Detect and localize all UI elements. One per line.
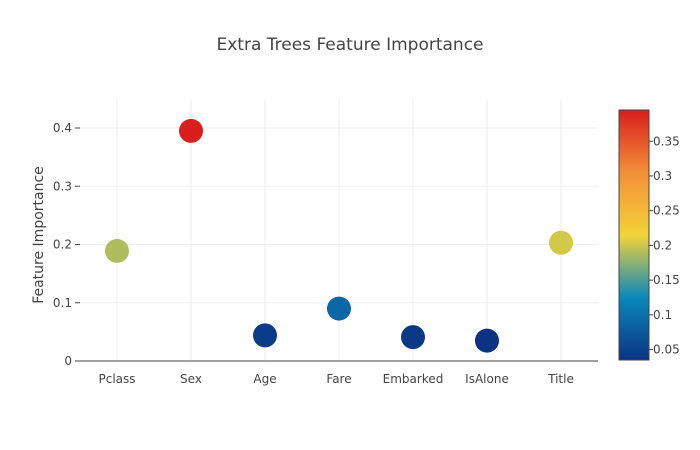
y-tick-label: 0.2 <box>53 238 72 252</box>
x-tick-label: Embarked <box>383 372 444 386</box>
colorbar: 0.05 0.1 0.15 0.2 0.25 0.3 0.35 <box>618 109 680 361</box>
colorbar-tick-label: 0.3 <box>653 169 672 183</box>
y-tick-label: 0.1 <box>53 296 72 310</box>
data-point-age[interactable] <box>253 323 277 348</box>
grid-layer <box>80 100 598 361</box>
colorbar-fill <box>618 109 650 361</box>
colorbar-tick-label: 0.05 <box>653 343 680 357</box>
data-point-pclass[interactable] <box>105 238 129 263</box>
y-tick-label: 0.4 <box>53 121 72 135</box>
y-tick-label: 0 <box>64 354 72 368</box>
points-layer <box>105 118 573 353</box>
colorbar-tick-label: 0.35 <box>653 134 680 148</box>
x-tick-label: Sex <box>180 372 202 386</box>
data-point-sex[interactable] <box>179 118 203 143</box>
colorbar-tick-label: 0.25 <box>653 204 680 218</box>
colorbar-tick-label: 0.15 <box>653 273 680 287</box>
chart-title: Extra Trees Feature Importance <box>216 35 483 55</box>
colorbar-tick-label: 0.1 <box>653 308 672 322</box>
data-point-title[interactable] <box>549 230 573 255</box>
x-tick-label: Fare <box>326 372 351 386</box>
x-tick-label: Pclass <box>98 372 135 386</box>
data-point-fare[interactable] <box>327 296 351 321</box>
x-tick-label: IsAlone <box>465 372 509 386</box>
data-point-isalone[interactable] <box>475 328 499 353</box>
y-axis-title: Feature Importance <box>31 166 47 304</box>
x-tick-label: Title <box>547 372 574 386</box>
colorbar-tick-label: 0.2 <box>653 238 672 252</box>
axis-layer: 0 0.1 0.2 0.3 0.4 Pclass Sex Age Fare Embarked IsA… <box>53 121 598 386</box>
data-point-embarked[interactable] <box>401 325 425 350</box>
x-tick-label: Age <box>253 372 276 386</box>
y-tick-label: 0.3 <box>53 179 72 193</box>
